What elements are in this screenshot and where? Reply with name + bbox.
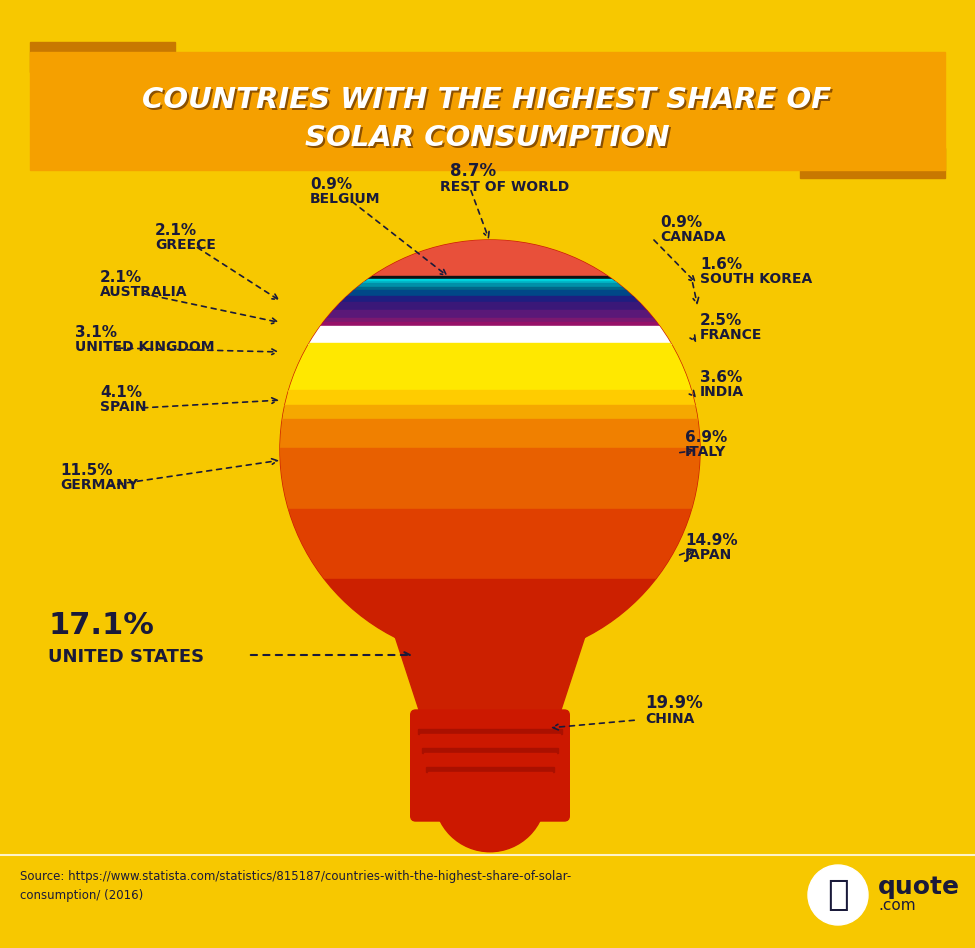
Bar bbox=[278, 276, 702, 280]
Text: SOLAR CONSUMPTION: SOLAR CONSUMPTION bbox=[307, 126, 672, 154]
Text: 14.9%: 14.9% bbox=[685, 533, 738, 548]
Bar bbox=[419, 734, 561, 748]
Bar bbox=[278, 322, 702, 327]
Text: 11.5%: 11.5% bbox=[60, 463, 112, 478]
Bar bbox=[278, 289, 702, 297]
Bar bbox=[278, 419, 702, 448]
Bar bbox=[30, 52, 945, 170]
Bar bbox=[278, 508, 702, 579]
Bar bbox=[278, 283, 702, 287]
Text: SOLAR CONSUMPTION: SOLAR CONSUMPTION bbox=[304, 124, 669, 152]
Text: ⓐ: ⓐ bbox=[827, 878, 849, 912]
Bar bbox=[278, 310, 702, 319]
Text: UNITED STATES: UNITED STATES bbox=[48, 648, 204, 666]
Text: 2.5%: 2.5% bbox=[700, 313, 742, 328]
Bar bbox=[278, 286, 702, 290]
Bar bbox=[278, 296, 702, 302]
Text: 0.9%: 0.9% bbox=[660, 215, 702, 230]
Text: UNITED KINGDOM: UNITED KINGDOM bbox=[75, 340, 214, 354]
Text: COUNTRIES WITH THE HIGHEST SHARE OF: COUNTRIES WITH THE HIGHEST SHARE OF bbox=[144, 88, 834, 116]
Text: SPAIN: SPAIN bbox=[100, 400, 146, 414]
Bar bbox=[278, 240, 702, 276]
Text: CHINA: CHINA bbox=[645, 712, 694, 726]
Text: GERMANY: GERMANY bbox=[60, 478, 137, 492]
Text: 8.7%: 8.7% bbox=[450, 162, 496, 180]
Bar bbox=[278, 319, 702, 322]
Text: JAPAN: JAPAN bbox=[685, 548, 732, 562]
Bar bbox=[278, 282, 702, 283]
Bar bbox=[426, 767, 555, 772]
Text: REST OF WORLD: REST OF WORLD bbox=[440, 180, 569, 194]
Bar bbox=[278, 578, 702, 661]
Bar bbox=[278, 447, 702, 509]
Text: FRANCE: FRANCE bbox=[700, 328, 762, 342]
Text: 2.1%: 2.1% bbox=[100, 270, 142, 285]
Text: 3.1%: 3.1% bbox=[75, 325, 117, 340]
Bar bbox=[278, 405, 702, 420]
Text: 19.9%: 19.9% bbox=[645, 694, 703, 712]
Text: quote: quote bbox=[878, 875, 960, 899]
Polygon shape bbox=[800, 148, 945, 178]
Text: 3.6%: 3.6% bbox=[700, 370, 742, 385]
Text: SOUTH KOREA: SOUTH KOREA bbox=[700, 272, 812, 286]
Text: INDIA: INDIA bbox=[700, 385, 744, 399]
Circle shape bbox=[808, 865, 868, 925]
Text: CANADA: CANADA bbox=[660, 230, 725, 244]
Bar bbox=[422, 748, 559, 753]
Text: BELGIUM: BELGIUM bbox=[310, 192, 380, 206]
Text: 4.1%: 4.1% bbox=[100, 385, 142, 400]
Text: .com: .com bbox=[878, 898, 916, 913]
Text: COUNTRIES WITH THE HIGHEST SHARE OF: COUNTRIES WITH THE HIGHEST SHARE OF bbox=[142, 86, 832, 114]
Bar bbox=[278, 302, 702, 310]
Text: GREECE: GREECE bbox=[155, 238, 215, 252]
FancyBboxPatch shape bbox=[410, 710, 569, 821]
Text: ITALY: ITALY bbox=[685, 445, 726, 459]
Bar bbox=[417, 729, 563, 734]
Bar bbox=[428, 772, 552, 786]
Circle shape bbox=[280, 240, 700, 660]
Bar bbox=[278, 343, 702, 391]
Text: 6.9%: 6.9% bbox=[685, 430, 727, 445]
Text: 0.9%: 0.9% bbox=[310, 177, 352, 192]
Bar bbox=[278, 391, 702, 405]
Bar bbox=[278, 326, 702, 344]
Text: Source: https://www.statista.com/statistics/815187/countries-with-the-highest-sh: Source: https://www.statista.com/statist… bbox=[20, 870, 571, 902]
Text: AUSTRALIA: AUSTRALIA bbox=[100, 285, 187, 299]
Text: 17.1%: 17.1% bbox=[48, 611, 154, 640]
Circle shape bbox=[434, 740, 546, 851]
Bar bbox=[424, 753, 557, 767]
Text: 2.1%: 2.1% bbox=[155, 223, 197, 238]
Polygon shape bbox=[381, 592, 600, 715]
Bar bbox=[415, 715, 565, 729]
Text: 1.6%: 1.6% bbox=[700, 257, 742, 272]
Polygon shape bbox=[30, 42, 175, 72]
Bar bbox=[278, 280, 702, 282]
